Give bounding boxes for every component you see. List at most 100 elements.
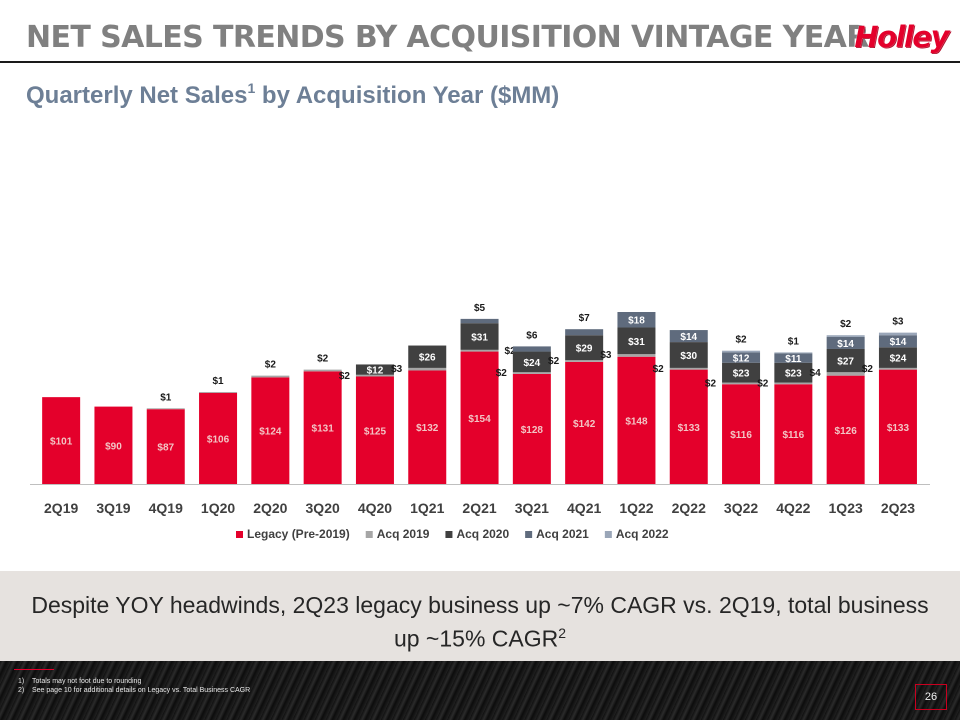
title-divider — [0, 61, 960, 63]
data-label: $2 — [653, 364, 665, 375]
x-tick-label: 1Q23 — [829, 500, 863, 516]
data-label: $2 — [735, 335, 747, 346]
data-label: $7 — [579, 313, 591, 324]
data-label: $2 — [705, 379, 717, 390]
x-tick-label: 2Q21 — [462, 500, 496, 516]
data-label: $2 — [339, 371, 351, 382]
bar-segment — [460, 351, 499, 484]
bar-segment — [199, 392, 238, 484]
data-label: $23 — [733, 369, 750, 380]
data-label: $2 — [496, 368, 508, 379]
bar-segment — [199, 391, 238, 393]
legend-label: Acq 2020 — [456, 527, 509, 541]
data-label: $30 — [680, 351, 697, 362]
data-label: $4 — [810, 368, 822, 379]
data-label: $31 — [628, 337, 645, 348]
x-tick-label: 4Q20 — [358, 500, 392, 516]
data-label: $125 — [364, 426, 387, 437]
bar-segment — [460, 323, 499, 350]
bar-segment — [878, 347, 917, 368]
data-label: $133 — [887, 423, 910, 434]
data-label: $23 — [785, 369, 802, 380]
x-tick-label: 1Q22 — [619, 500, 653, 516]
bar-segment — [408, 345, 447, 368]
bar-segment — [565, 335, 604, 361]
banner-line-2-text: up ~15% CAGR — [393, 625, 559, 652]
bar-segment — [878, 367, 917, 370]
x-tick-label: 4Q19 — [149, 500, 183, 516]
data-label: $27 — [837, 357, 854, 368]
bar-segment — [774, 382, 813, 385]
data-label: $87 — [157, 443, 174, 454]
data-label: $101 — [50, 437, 73, 448]
bar-segment — [460, 349, 499, 352]
data-label: $3 — [600, 350, 612, 361]
data-label: $116 — [782, 430, 804, 441]
bar-segment — [565, 360, 604, 362]
bar-segment — [512, 372, 551, 374]
footer-accent-line — [14, 669, 54, 670]
bar-segment — [774, 353, 813, 363]
bar-segment — [722, 352, 761, 363]
bar-segment — [512, 373, 551, 484]
bar-segment — [669, 330, 708, 343]
bar-segment — [878, 369, 917, 484]
bar-segment — [826, 336, 865, 349]
bar-segment — [355, 374, 394, 377]
data-label: $1 — [160, 392, 172, 403]
legend-swatch — [236, 531, 243, 538]
bar-segment — [303, 369, 342, 372]
bar-segment — [669, 369, 708, 484]
holley-logo: Holley — [854, 20, 949, 54]
bar-segment — [722, 350, 761, 353]
data-label: $2 — [265, 360, 277, 371]
legend-label: Acq 2022 — [616, 527, 669, 541]
data-label: $29 — [576, 344, 593, 355]
bar-segment — [617, 356, 656, 484]
bar-segment — [460, 318, 499, 324]
bar-segment — [146, 409, 185, 484]
legend-swatch — [445, 531, 453, 538]
bar-segment — [355, 376, 394, 484]
bar-segment — [251, 375, 290, 378]
legend-label: Legacy (Pre-2019) — [247, 527, 350, 541]
data-label: $124 — [259, 427, 282, 438]
bar-segment — [408, 367, 447, 371]
bar-segment — [774, 384, 813, 484]
banner-footnote-marker: 2 — [558, 625, 567, 641]
data-label: $31 — [471, 333, 488, 344]
bar-segment — [565, 361, 604, 484]
subtitle-end: by Acquisition Year ($MM) — [255, 82, 560, 109]
footnotes: 1) Totals may not foot due to rounding 2)… — [18, 677, 250, 695]
bar-segment — [617, 312, 656, 328]
legend-swatch — [604, 531, 612, 538]
x-tick-label: 3Q21 — [515, 500, 549, 516]
page-number: 26 — [915, 684, 947, 710]
stacked-bar-chart: 2Q19 $101 3Q19 $90 4Q19 $87 $1 1Q20 $106 $1 2Q20 $1… — [30, 303, 930, 541]
bar-segment — [512, 351, 551, 373]
data-label: $2 — [862, 364, 874, 375]
data-label: $2 — [840, 319, 852, 330]
bar-segment — [355, 364, 394, 375]
x-tick-label: 3Q19 — [96, 500, 130, 516]
x-tick-label: 2Q20 — [253, 500, 287, 516]
data-label: $14 — [680, 332, 697, 343]
bar-segment — [826, 348, 865, 373]
data-label: $11 — [785, 354, 802, 365]
footnote-2: 2) See page 10 for additional details on … — [18, 687, 251, 694]
banner-line-2: up ~15% CAGR2 — [0, 619, 960, 653]
bar-segment — [94, 406, 133, 484]
data-label: $116 — [730, 430, 752, 441]
data-label: $12 — [733, 354, 750, 365]
bar-segment — [722, 382, 761, 385]
legend-swatch — [525, 531, 533, 538]
data-label: $12 — [367, 366, 384, 377]
bar-segment — [146, 408, 185, 410]
bar-segment — [42, 397, 81, 484]
legend-label: Acq 2019 — [377, 527, 430, 541]
bar-segment — [669, 342, 708, 368]
subtitle-footnote-marker: 1 — [247, 80, 256, 96]
x-tick-label: 4Q21 — [567, 500, 601, 516]
bar-segment — [617, 327, 656, 355]
data-label: $3 — [391, 364, 403, 375]
